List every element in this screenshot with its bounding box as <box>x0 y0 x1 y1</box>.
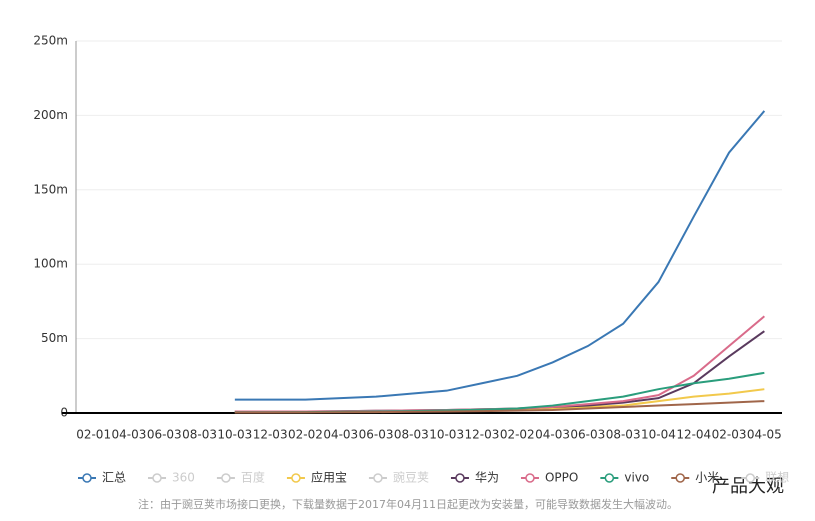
series-line <box>234 400 765 414</box>
x-tick-label: 06-03 <box>147 428 182 442</box>
x-tick-label: 10-03 <box>429 428 464 442</box>
legend-label[interactable]: 小米 <box>695 471 719 485</box>
legend-marker[interactable] <box>291 473 301 483</box>
x-tick-label: 02-02 <box>288 428 323 442</box>
legend-label[interactable]: 百度 <box>241 470 265 485</box>
legend-marker[interactable] <box>373 473 383 483</box>
legend-marker[interactable] <box>455 473 465 483</box>
legend-label[interactable]: 华为 <box>475 471 499 485</box>
x-tick-label: 02-01 <box>76 428 111 442</box>
y-tick-label: 50m <box>41 331 68 345</box>
legend-label[interactable]: 汇总 <box>102 471 126 485</box>
x-tick-label: 08-03 <box>182 428 217 442</box>
x-tick-label: 12-03 <box>465 428 500 442</box>
legend-label[interactable]: 联想 <box>765 470 789 485</box>
legend-label[interactable]: vivo <box>624 471 649 485</box>
legend-marker[interactable] <box>152 473 162 483</box>
y-tick-label: 250m <box>33 34 68 48</box>
x-tick-label: 02-02 <box>500 428 535 442</box>
y-tick-label: 100m <box>33 257 68 271</box>
legend-marker[interactable] <box>221 473 231 483</box>
legend-label[interactable]: 豌豆荚 <box>393 470 429 485</box>
x-tick-label: 12-04 <box>676 428 711 442</box>
x-tick-label: 04-05 <box>747 428 782 442</box>
legend-label[interactable]: OPPO <box>545 471 578 485</box>
legend-label[interactable]: 360 <box>172 471 195 485</box>
legend-marker[interactable] <box>745 473 756 483</box>
x-tick-label: 10-03 <box>217 428 252 442</box>
legend-marker[interactable] <box>82 473 92 483</box>
x-tick-label: 12-03 <box>253 428 288 442</box>
x-tick-label: 06-03 <box>359 428 394 442</box>
x-tick-label: 10-04 <box>641 428 676 442</box>
x-tick-label: 08-03 <box>394 428 429 442</box>
series-line <box>234 110 766 401</box>
y-tick-label: 200m <box>33 108 68 122</box>
watermark: 产品大观 <box>712 476 784 497</box>
x-tick-label: 02-03 <box>712 428 747 442</box>
legend-label[interactable]: 应用宝 <box>311 470 347 485</box>
footnote: 注：由于豌豆荚市场接口更换，下载量数据于2017年04月11日起更改为安装量，可… <box>138 497 678 511</box>
x-tick-label: 04-03 <box>535 428 570 442</box>
legend-marker[interactable] <box>675 473 685 483</box>
x-tick-label: 04-03 <box>323 428 358 442</box>
y-tick-label: 150m <box>33 182 68 196</box>
x-tick-label: 04-03 <box>112 428 147 442</box>
legend-marker[interactable] <box>525 473 535 483</box>
x-tick-label: 06-03 <box>570 428 605 442</box>
legend-marker[interactable] <box>604 473 615 483</box>
x-tick-label: 08-03 <box>606 428 641 442</box>
